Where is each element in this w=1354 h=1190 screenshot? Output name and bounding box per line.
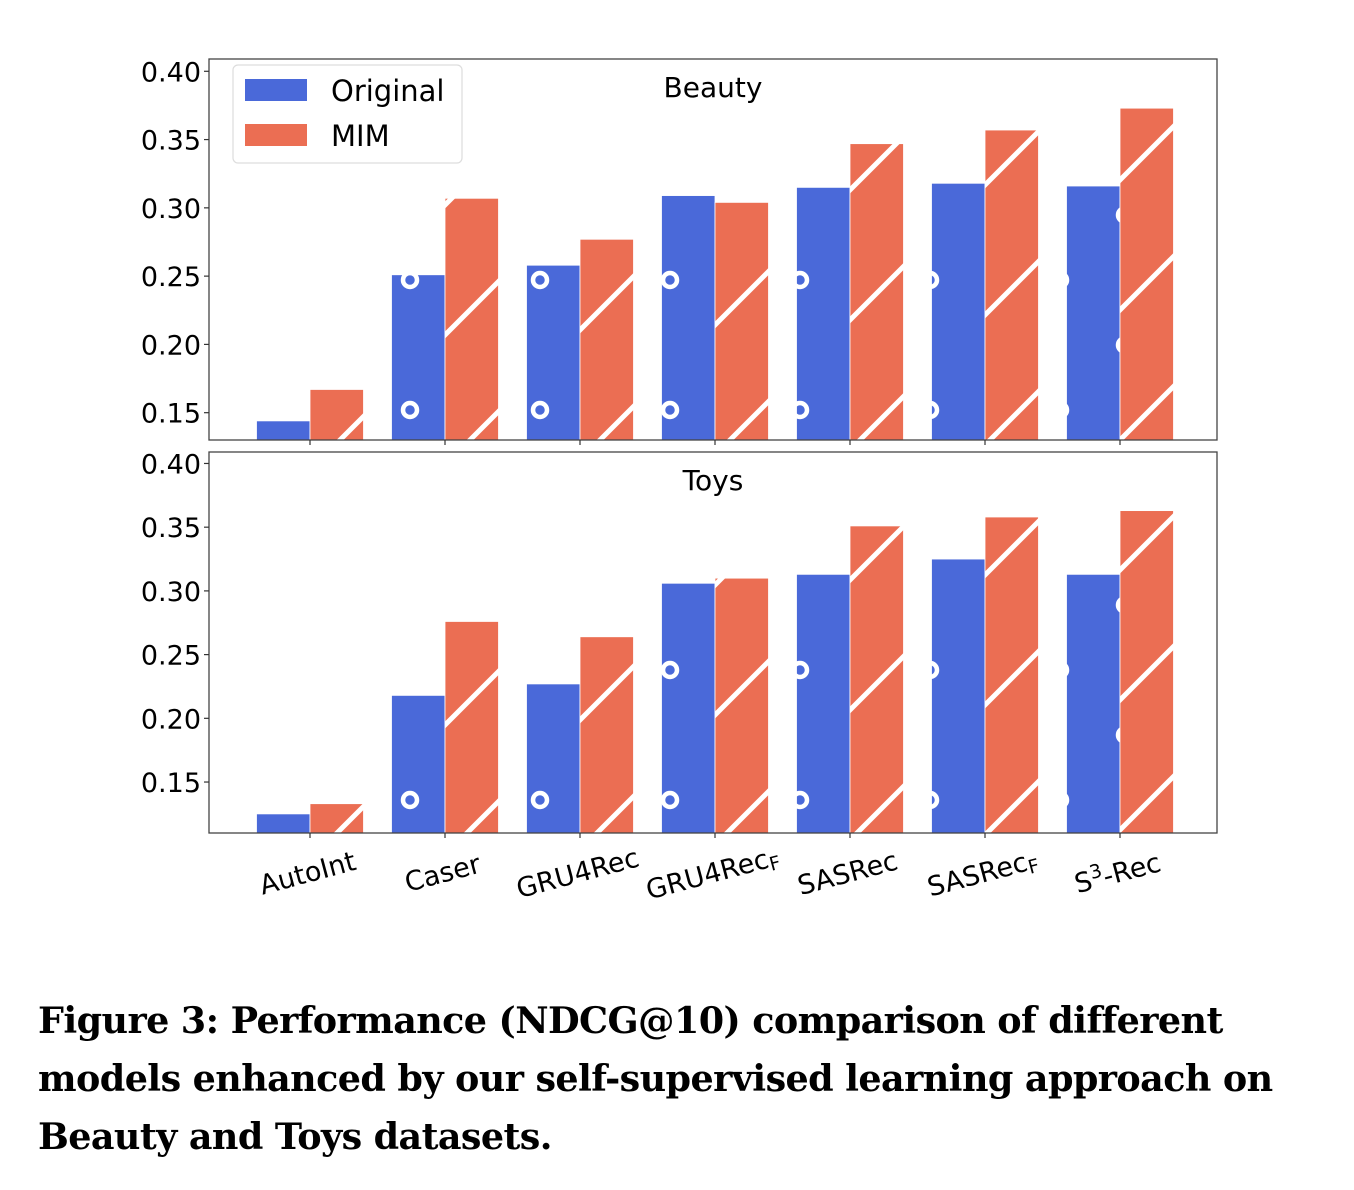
y-tick-label: 0.40: [141, 449, 201, 480]
x-tick-label: AutoInt: [256, 846, 359, 901]
mim-bar-hatch: [580, 636, 634, 833]
mim-bar-edge: [984, 516, 1039, 833]
mim-bar-hatch: [310, 389, 364, 440]
figure-chart: 0.15 0.20 0.25 0.30 0.35 0.40 Beauty Original…: [141, 57, 1218, 908]
x-tick-label: S3-Rec: [1071, 845, 1165, 901]
x-tick-label: SASRec: [794, 846, 901, 902]
y-tick-label: 0.40: [141, 57, 201, 88]
figure-caption: Figure 3: Performance (NDCG@10) comparis…: [38, 999, 1273, 1158]
mim-bar-hatch: [985, 130, 1039, 440]
mim-bar-edge: [849, 525, 904, 833]
mim-bar-hatch: [850, 143, 904, 440]
original-bar-hatch: [661, 195, 715, 440]
x-tick-label: Caser: [402, 849, 485, 899]
legend-swatch-original: [245, 79, 307, 101]
mim-bar-hatch: [445, 198, 499, 440]
mim-bar-hatch: [1120, 510, 1174, 833]
beauty-x-ticks: [309, 440, 1121, 445]
y-tick-label: 0.20: [141, 704, 201, 735]
original-bar-hatch: [931, 183, 985, 440]
mim-bar-hatch: [1120, 108, 1174, 440]
mim-bar-hatch: [715, 202, 769, 440]
original-bar-hatch: [256, 420, 310, 440]
mim-bar-hatch: [445, 621, 499, 833]
legend-label-mim: MIM: [331, 119, 390, 153]
y-tick-label: 0.25: [141, 641, 201, 672]
beauty-panel: 0.15 0.20 0.25 0.30 0.35 0.40 Beauty Original…: [141, 57, 1218, 445]
mim-bar-edge: [444, 621, 499, 833]
original-bar-hatch: [526, 265, 580, 440]
mim-bar-edge: [714, 201, 769, 440]
beauty-y-axis: 0.15 0.20 0.25 0.30 0.35 0.40: [141, 57, 209, 430]
legend: Original MIM: [232, 64, 463, 164]
y-tick-label: 0.20: [141, 330, 201, 361]
legend-swatch-mim: [245, 124, 307, 146]
toys-axes-frame: [208, 451, 1218, 834]
original-bar-hatch: [661, 583, 715, 833]
toys-x-ticks: [309, 833, 1121, 838]
x-axis-category-labels: AutoInt Caser GRU4Rec GRU4RecF SASRec SASRecF…: [256, 841, 1165, 908]
original-bar-hatch: [256, 813, 310, 833]
original-bar-hatch: [796, 187, 850, 440]
x-tick-label: GRU4Rec: [513, 843, 642, 905]
original-bar-hatch: [526, 683, 580, 833]
original-bar-hatch: [931, 559, 985, 833]
y-tick-label: 0.35: [141, 513, 201, 544]
x-tick-label: GRU4RecF: [643, 841, 783, 908]
original-bar-hatch: [796, 574, 850, 833]
y-tick-label: 0.30: [141, 194, 201, 225]
beauty-panel-title: Beauty: [664, 71, 763, 104]
mim-bar-edge: [714, 577, 769, 833]
mim-bar-edge: [984, 129, 1039, 440]
y-tick-label: 0.35: [141, 126, 201, 157]
y-tick-label: 0.25: [141, 262, 201, 293]
mim-bar-edge: [849, 143, 904, 440]
mim-bar-hatch: [310, 803, 364, 833]
mim-bar-hatch: [715, 578, 769, 833]
mim-bar-edge: [579, 238, 634, 440]
mim-bar-edge: [1119, 107, 1174, 440]
mim-bar-hatch: [850, 525, 904, 833]
mim-bar-edge: [444, 197, 499, 440]
y-tick-label: 0.15: [141, 768, 201, 799]
legend-label-original: Original: [331, 74, 444, 108]
original-bar-hatch: [1066, 574, 1120, 833]
mim-bar-hatch: [580, 239, 634, 440]
toys-panel: 0.15 0.20 0.25 0.30 0.35 0.40 Toys: [141, 449, 1218, 838]
x-tick-label: SASRecF: [924, 844, 1042, 905]
beauty-bars: [256, 107, 1174, 440]
toys-panel-title: Toys: [682, 464, 744, 497]
toys-bars: [256, 510, 1174, 833]
original-bar-hatch: [391, 274, 445, 440]
beauty-axes-frame: [208, 58, 1218, 441]
y-tick-label: 0.30: [141, 577, 201, 608]
mim-bar-edge: [1119, 510, 1174, 833]
mim-bar-edge: [309, 803, 364, 833]
original-bar-hatch: [1066, 186, 1120, 440]
toys-y-axis: 0.15 0.20 0.25 0.30 0.35 0.40: [141, 449, 209, 799]
mim-bar-hatch: [985, 516, 1039, 833]
original-bar-hatch: [391, 695, 445, 833]
y-tick-label: 0.15: [141, 399, 201, 430]
